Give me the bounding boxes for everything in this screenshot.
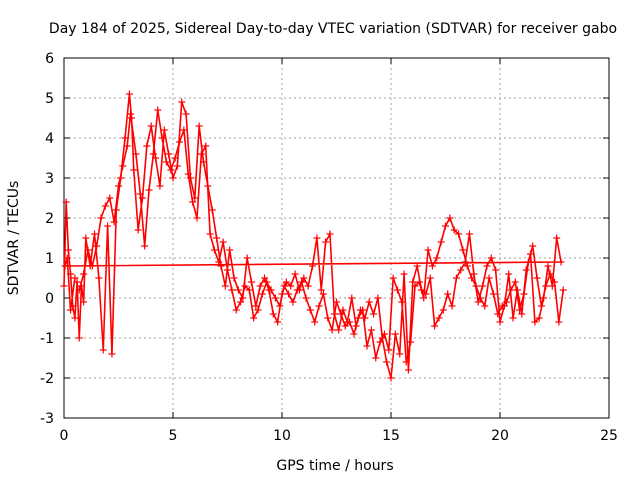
series-trace-1 bbox=[63, 93, 562, 379]
y-tick-label: 3 bbox=[45, 171, 54, 187]
y-tick-label: 4 bbox=[45, 131, 54, 147]
data-series-gabo bbox=[60, 90, 567, 382]
y-tick-label: 0 bbox=[45, 291, 54, 307]
axis-ticks: 0 5 10 15 20 25 -3 -2 -1 0 1 2 3 4 5 6 bbox=[40, 51, 618, 444]
y-axis-label: SDTVAR / TECUs bbox=[6, 181, 22, 296]
y-tick-label: -2 bbox=[40, 371, 54, 387]
series-trace-2 bbox=[78, 109, 565, 363]
x-axis-label: GPS time / hours bbox=[276, 458, 393, 474]
y-tick-label: 5 bbox=[45, 91, 54, 107]
x-tick-label: 5 bbox=[169, 428, 178, 444]
plot-frame bbox=[63, 57, 610, 419]
x-tick-label: 10 bbox=[273, 428, 291, 444]
x-tick-label: 25 bbox=[600, 428, 618, 444]
x-tick-label: 20 bbox=[491, 428, 509, 444]
x-tick-label: 0 bbox=[60, 428, 69, 444]
y-tick-label: 2 bbox=[45, 211, 54, 227]
y-tick-label: -1 bbox=[40, 331, 54, 347]
chart-title: Day 184 of 2025, Sidereal Day-to-day VTE… bbox=[49, 21, 617, 37]
x-tick-label: 15 bbox=[382, 428, 400, 444]
y-tick-label: 1 bbox=[45, 251, 54, 267]
y-tick-label: 6 bbox=[45, 51, 54, 67]
y-tick-label: -3 bbox=[40, 411, 54, 427]
